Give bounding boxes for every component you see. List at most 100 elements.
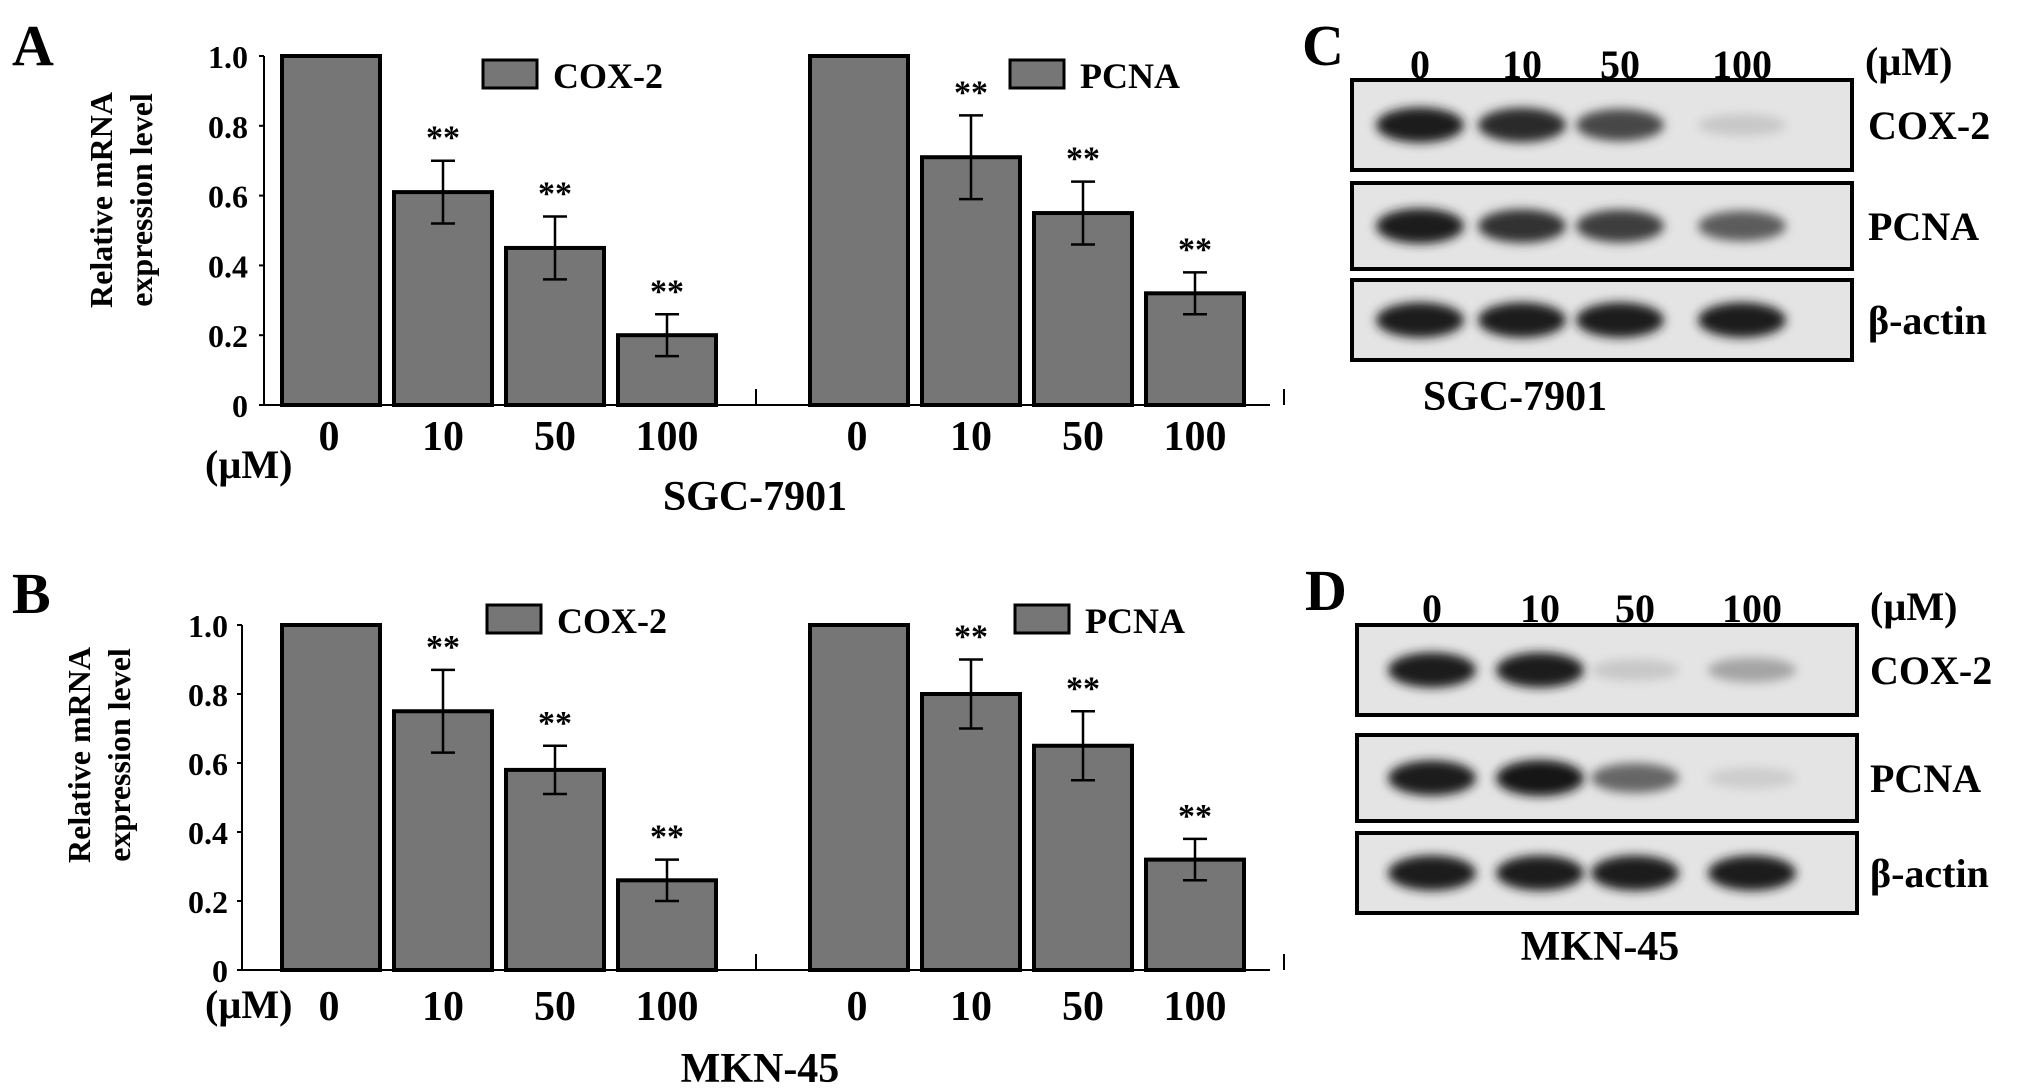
legend-label: COX-2 xyxy=(553,56,663,96)
unit-label: (µM) xyxy=(205,442,292,487)
legend-swatch xyxy=(481,58,539,90)
significance-marker: ** xyxy=(1178,798,1212,835)
legend-swatch xyxy=(485,603,543,635)
band xyxy=(1376,208,1464,244)
legend-swatch xyxy=(1008,58,1066,90)
y-tick-label: 0.2 xyxy=(208,318,248,354)
row-label: β-actin xyxy=(1870,851,1989,896)
x-tick-label: 10 xyxy=(422,984,464,1030)
dose-label: 0 xyxy=(1410,42,1430,87)
x-tick-label: 10 xyxy=(950,984,992,1030)
y-tick-label: 0.2 xyxy=(188,884,228,920)
x-tick-label: 0 xyxy=(847,984,868,1030)
band xyxy=(1576,109,1664,141)
x-tick-label: 50 xyxy=(534,984,576,1030)
band xyxy=(1478,209,1566,243)
legend-swatch xyxy=(1013,603,1071,635)
dose-label: 0 xyxy=(1422,586,1442,631)
x-tick-label: 100 xyxy=(1164,984,1227,1030)
bar xyxy=(504,767,606,973)
band xyxy=(1591,763,1679,793)
significance-marker: ** xyxy=(650,273,684,310)
x-tick-label: 0 xyxy=(847,414,868,460)
panel-letter: A xyxy=(12,13,54,78)
bar xyxy=(280,54,382,407)
y-axis-label-line1: Relative mRNA xyxy=(83,92,119,308)
x-tick-label: 100 xyxy=(636,414,699,460)
band xyxy=(1376,302,1464,338)
bar xyxy=(392,709,494,972)
significance-marker: ** xyxy=(426,120,460,157)
row-label: COX-2 xyxy=(1868,103,1990,148)
legend-label: PCNA xyxy=(1080,56,1180,96)
row-label: COX-2 xyxy=(1870,648,1992,693)
band xyxy=(1496,652,1584,688)
band xyxy=(1698,114,1786,136)
y-tick-label: 0.4 xyxy=(188,815,228,851)
significance-marker: ** xyxy=(426,629,460,666)
band xyxy=(1708,855,1796,891)
band xyxy=(1496,760,1584,796)
band xyxy=(1591,659,1679,681)
y-axis-label: Relative mRNA expression level xyxy=(83,92,159,308)
cell-line-label: SGC-7901 xyxy=(1423,374,1607,420)
y-tick-label: 0 xyxy=(232,388,248,424)
band xyxy=(1478,107,1566,143)
significance-marker: ** xyxy=(954,74,988,111)
bar xyxy=(616,333,718,408)
panel-letter: B xyxy=(12,561,51,626)
band xyxy=(1576,302,1664,338)
row-label: PCNA xyxy=(1868,204,1979,249)
x-axis-label: MKN-45 xyxy=(681,1046,840,1091)
band xyxy=(1478,302,1566,338)
row-label: PCNA xyxy=(1870,756,1981,801)
significance-marker: ** xyxy=(1066,141,1100,178)
band xyxy=(1376,107,1464,143)
x-tick-label: 0 xyxy=(319,414,340,460)
unit-label: (µM) xyxy=(1870,584,1957,629)
y-tick-label: 1.0 xyxy=(208,39,248,75)
y-tick-label: 0.8 xyxy=(188,677,228,713)
unit-label: (µM) xyxy=(1865,39,1952,84)
band xyxy=(1388,760,1476,796)
band xyxy=(1496,855,1584,891)
y-tick-label: 1.0 xyxy=(188,608,228,644)
y-axis-label: Relative mRNA expression level xyxy=(61,647,137,863)
y-tick-label: 0 xyxy=(212,953,228,989)
cell-line-label: MKN-45 xyxy=(1521,924,1680,970)
band xyxy=(1698,302,1786,338)
y-axis-label-line2: expression level xyxy=(101,648,137,862)
y-tick-label: 0.4 xyxy=(208,248,248,284)
y-axis-label-line2: expression level xyxy=(123,93,159,307)
bar xyxy=(920,692,1022,972)
band xyxy=(1388,855,1476,891)
x-tick-label: 10 xyxy=(422,414,464,460)
band xyxy=(1591,855,1679,891)
x-tick-label: 0 xyxy=(319,984,340,1030)
x-tick-label: 50 xyxy=(1062,414,1104,460)
band xyxy=(1388,652,1476,688)
y-tick-label: 0.6 xyxy=(188,746,228,782)
panel-a-chart: A Relative mRNA expression level (µM) SG… xyxy=(12,13,1285,520)
bar xyxy=(808,54,910,407)
band xyxy=(1576,209,1664,243)
y-axis-label-line1: Relative mRNA xyxy=(61,647,97,863)
band xyxy=(1698,210,1786,242)
panel-letter: C xyxy=(1302,13,1344,78)
band xyxy=(1708,657,1796,683)
y-tick-label: 0.6 xyxy=(208,179,248,215)
legend-label: COX-2 xyxy=(557,601,667,641)
x-tick-label: 100 xyxy=(1164,414,1227,460)
significance-marker: ** xyxy=(538,176,572,213)
band xyxy=(1708,767,1796,789)
significance-marker: ** xyxy=(954,619,988,656)
panel-b-chart: B Relative mRNA expression level (µM) MK… xyxy=(12,561,1285,1091)
significance-marker: ** xyxy=(1066,670,1100,707)
y-tick-label: 0.8 xyxy=(208,109,248,145)
bar xyxy=(280,623,382,972)
bar xyxy=(808,623,910,972)
legend-label: PCNA xyxy=(1085,601,1185,641)
